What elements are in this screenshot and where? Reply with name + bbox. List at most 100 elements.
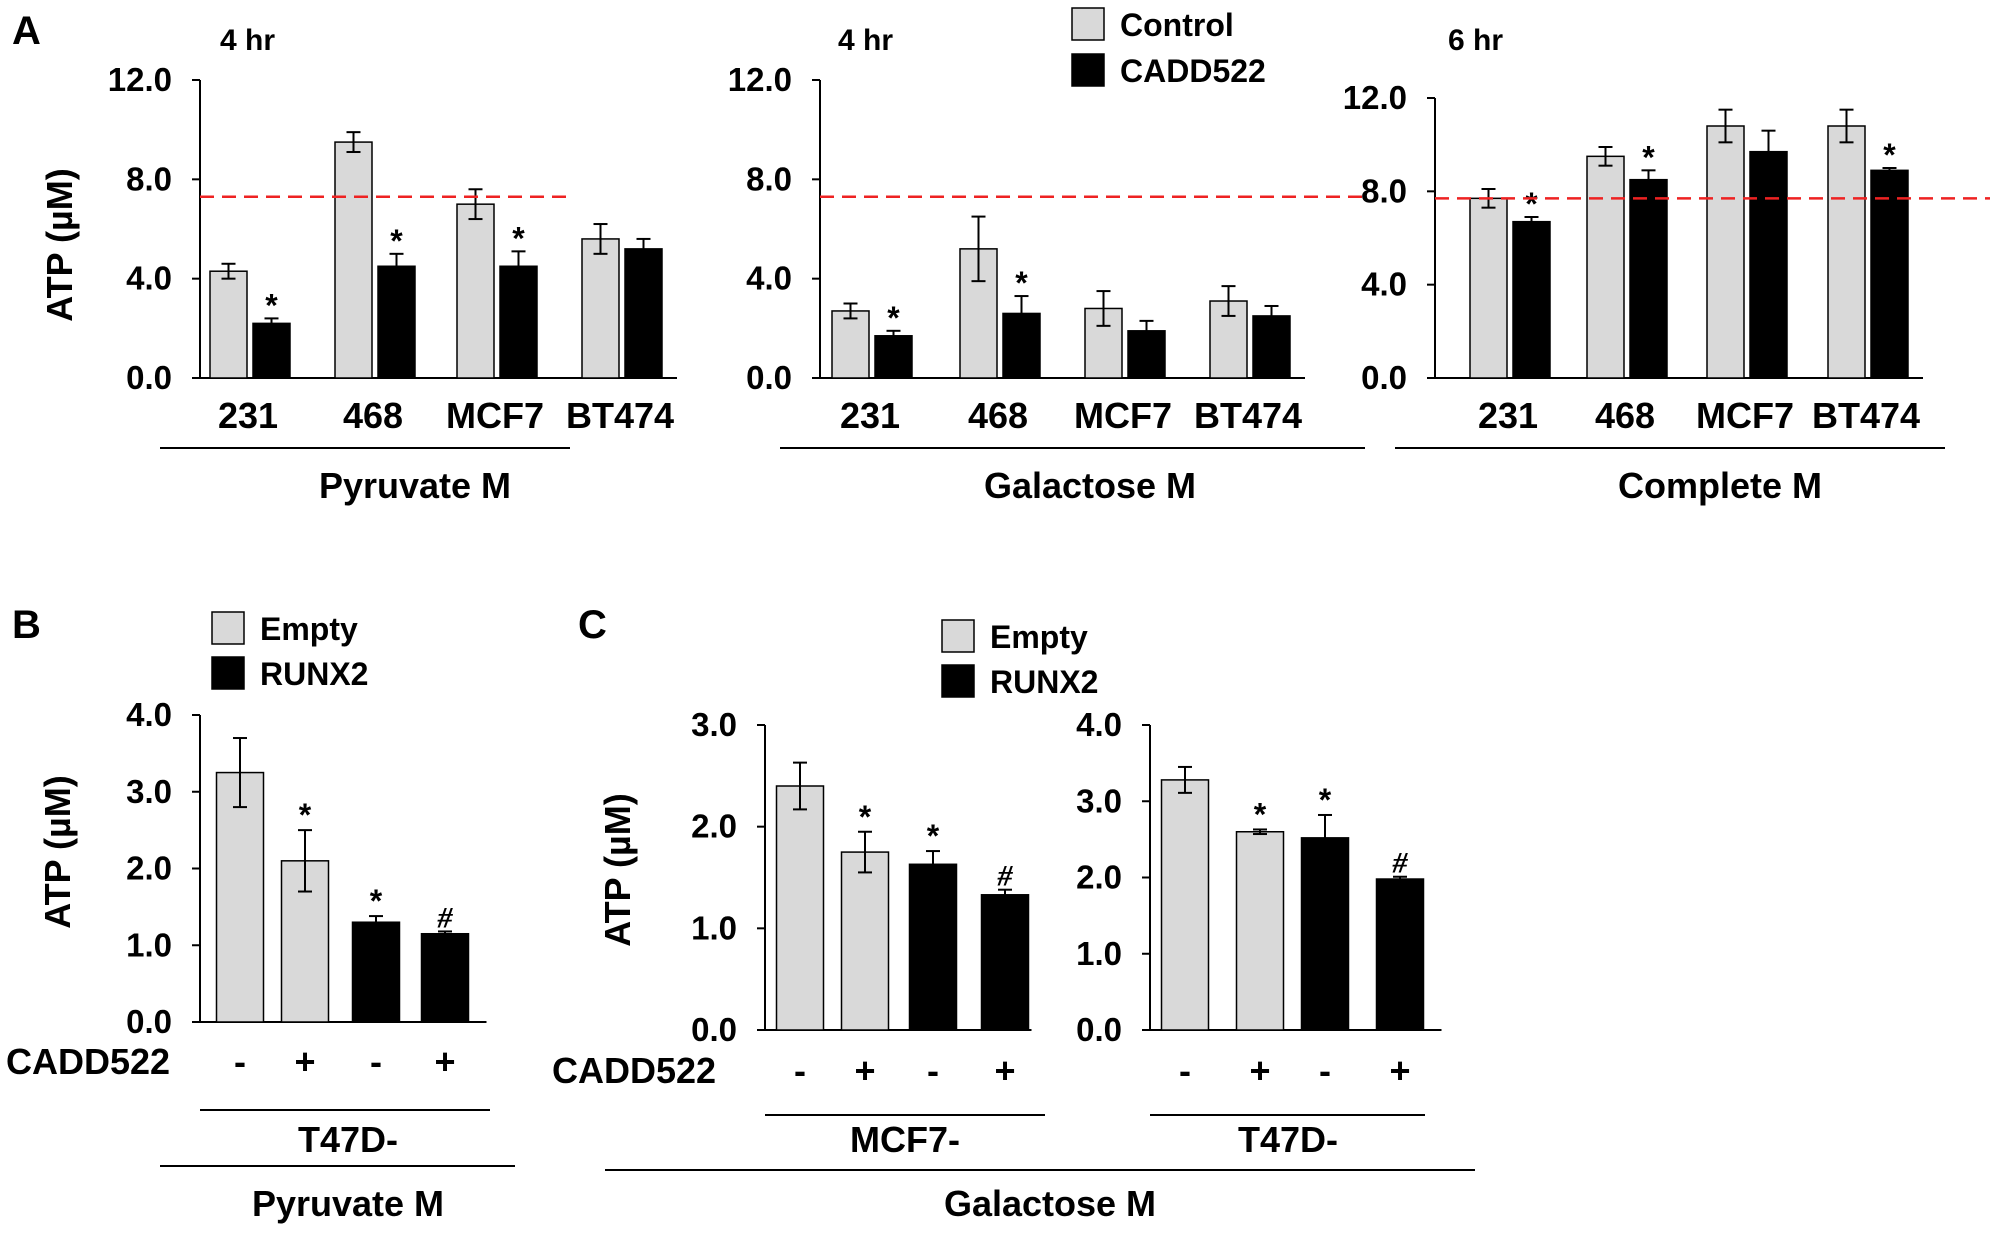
y-tick-label-a3: 0.0 <box>1361 359 1407 396</box>
bar-a2-control-0 <box>831 310 870 379</box>
bar-a1-cadd522-0 <box>252 322 291 379</box>
bar-a1-control-2 <box>456 203 495 379</box>
treatment-sign-b: + <box>434 1041 455 1082</box>
bar-c2-2 <box>1300 837 1350 1031</box>
bar-a3-cadd522-0 <box>1512 220 1551 379</box>
treatment-sign-c1: - <box>927 1050 939 1091</box>
panel-a-ylabel: ATP (µM) <box>39 168 80 321</box>
time-label-a2: 4 hr <box>838 24 893 57</box>
panel-b-line-label: T47D- <box>298 1119 398 1160</box>
category-label-a1: MCF7 <box>446 395 544 436</box>
panel-b-group-annotations: T47D- Pyruvate M <box>160 1109 515 1224</box>
bar-a3-cadd522-3 <box>1870 169 1909 379</box>
category-label-a3: BT474 <box>1812 395 1920 436</box>
legend-label-runx2: RUNX2 <box>260 656 368 692</box>
legend-label-control: Control <box>1120 7 1234 43</box>
panel-c-treatment-label: CADD522 <box>552 1050 716 1091</box>
category-label-a2: 231 <box>840 395 900 436</box>
treatment-sign-c1: + <box>854 1050 875 1091</box>
y-tick-label-a2: 4.0 <box>746 260 792 297</box>
legend-swatch-empty <box>211 611 245 645</box>
y-tick-label-c2: 3.0 <box>1076 782 1122 819</box>
y-tick-label-c2: 4.0 <box>1076 706 1122 743</box>
group-label-a1: Pyruvate M <box>319 465 511 506</box>
legend-label-empty: Empty <box>260 611 358 647</box>
significance-marker-a3: * <box>1525 186 1538 222</box>
y-tick-label-a2: 12.0 <box>728 61 792 98</box>
y-tick-label-a2: 8.0 <box>746 160 792 197</box>
panel-letter-a: A <box>12 9 41 53</box>
treatment-sign-c2: + <box>1389 1050 1410 1091</box>
category-label-a3: 468 <box>1595 395 1655 436</box>
group-label-a3: Complete M <box>1618 465 1822 506</box>
significance-marker-c1: * <box>927 818 940 854</box>
y-tick-label-c2: 2.0 <box>1076 859 1122 896</box>
category-label-a2: BT474 <box>1194 395 1302 436</box>
significance-marker-b: * <box>370 883 383 919</box>
bar-a3-control-1 <box>1586 155 1625 379</box>
legend-label-empty: Empty <box>990 619 1088 655</box>
significance-marker-c2: # <box>1392 847 1409 880</box>
significance-marker-b: * <box>299 797 312 833</box>
time-label-a1: 4 hr <box>220 24 275 57</box>
y-tick-label-c1: 2.0 <box>691 808 737 845</box>
legend-swatch-cadd522 <box>1071 53 1105 87</box>
legend-label-runx2: RUNX2 <box>990 664 1098 700</box>
significance-marker-a1: * <box>265 287 278 323</box>
treatment-sign-b: - <box>234 1041 246 1082</box>
significance-marker-a1: * <box>512 220 525 256</box>
significance-marker-a2: * <box>887 300 900 336</box>
bar-a2-cadd522-0 <box>874 335 913 379</box>
legend-swatch-control <box>1071 7 1105 41</box>
y-tick-label-c2: 1.0 <box>1076 935 1122 972</box>
bar-b-2 <box>351 921 401 1023</box>
bar-c2-1 <box>1235 831 1285 1031</box>
y-tick-label-b: 4.0 <box>126 696 172 733</box>
bar-b-3 <box>420 932 470 1023</box>
category-label-a3: 231 <box>1478 395 1538 436</box>
y-tick-label-c2: 0.0 <box>1076 1011 1122 1048</box>
treatment-sign-c2: + <box>1249 1050 1270 1091</box>
legend-swatch-runx2 <box>211 656 245 690</box>
significance-marker-b: # <box>437 901 454 934</box>
bar-a1-control-3 <box>581 238 620 379</box>
legend-swatch-empty <box>941 619 975 653</box>
y-tick-label-a1: 4.0 <box>126 260 172 297</box>
panel-b-ylabel: ATP (µM) <box>37 775 78 928</box>
legend-label-cadd522: CADD522 <box>1120 53 1266 89</box>
y-tick-label-a3: 4.0 <box>1361 266 1407 303</box>
y-tick-label-c1: 1.0 <box>691 909 737 946</box>
bar-a3-cadd522-2 <box>1749 150 1788 379</box>
panel-c-ylabel: ATP (µM) <box>597 793 638 946</box>
panel-letter-b: B <box>12 603 41 647</box>
legend-panel-b: Empty RUNX2 <box>211 611 368 692</box>
y-tick-label-a1: 0.0 <box>126 359 172 396</box>
bar-c1-1 <box>840 851 890 1031</box>
bar-c1-2 <box>908 863 958 1031</box>
significance-marker-a1: * <box>390 223 403 259</box>
y-tick-label-a3: 12.0 <box>1343 79 1407 116</box>
legend-panel-c: Empty RUNX2 <box>941 619 1098 700</box>
bar-c1-3 <box>980 894 1030 1031</box>
legend-panel-a: Control CADD522 <box>1071 7 1266 89</box>
treatment-sign-c1: - <box>794 1050 806 1091</box>
y-tick-label-b: 1.0 <box>126 926 172 963</box>
significance-marker-a3: * <box>1883 137 1896 173</box>
category-label-a2: 468 <box>968 395 1028 436</box>
y-tick-label-c1: 0.0 <box>691 1011 737 1048</box>
time-label-a3: 6 hr <box>1448 24 1503 57</box>
bar-c1-0 <box>775 785 825 1031</box>
category-label-a3: MCF7 <box>1696 395 1794 436</box>
bar-a1-cadd522-2 <box>499 265 538 379</box>
treatment-sign-c2: - <box>1319 1050 1331 1091</box>
bar-b-0 <box>215 771 265 1023</box>
bar-a3-cadd522-1 <box>1629 178 1668 379</box>
category-label-a1: BT474 <box>566 395 674 436</box>
legend-swatch-runx2 <box>941 664 975 698</box>
category-label-a1: 231 <box>218 395 278 436</box>
bar-a1-control-1 <box>334 141 373 379</box>
significance-marker-c2: * <box>1254 796 1267 832</box>
y-tick-label-b: 0.0 <box>126 1003 172 1040</box>
significance-marker-c1: * <box>859 799 872 835</box>
group-label-a2: Galactose M <box>984 465 1196 506</box>
